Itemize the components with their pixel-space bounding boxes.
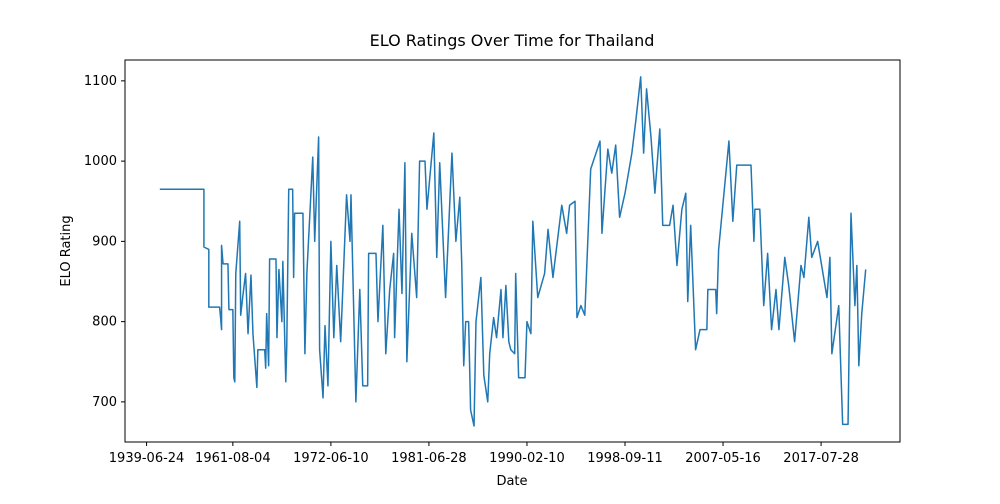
- x-axis-label: Date: [496, 474, 527, 489]
- chart-title: ELO Ratings Over Time for Thailand: [370, 31, 655, 50]
- x-tick-label: 2007-05-16: [685, 451, 761, 466]
- x-tick-label: 1961-08-04: [195, 451, 271, 466]
- y-tick-label: 800: [92, 315, 117, 330]
- x-tick-label: 1939-06-24: [109, 451, 185, 466]
- plot-frame: [124, 59, 901, 443]
- x-tick-label: 1972-06-10: [293, 451, 369, 466]
- y-tick-label: 900: [92, 234, 117, 249]
- y-tick-label: 1000: [84, 154, 117, 169]
- data-line: [159, 76, 867, 427]
- x-tick-label: 2017-07-28: [783, 451, 859, 466]
- x-tick-label: 1990-02-10: [489, 451, 565, 466]
- x-tick-label: 1998-09-11: [587, 451, 663, 466]
- y-tick-label: 1100: [84, 74, 117, 89]
- y-axis-label: ELO Rating: [59, 215, 74, 286]
- y-tick-label: 700: [92, 395, 117, 410]
- x-tick-label: 1981-06-28: [391, 451, 467, 466]
